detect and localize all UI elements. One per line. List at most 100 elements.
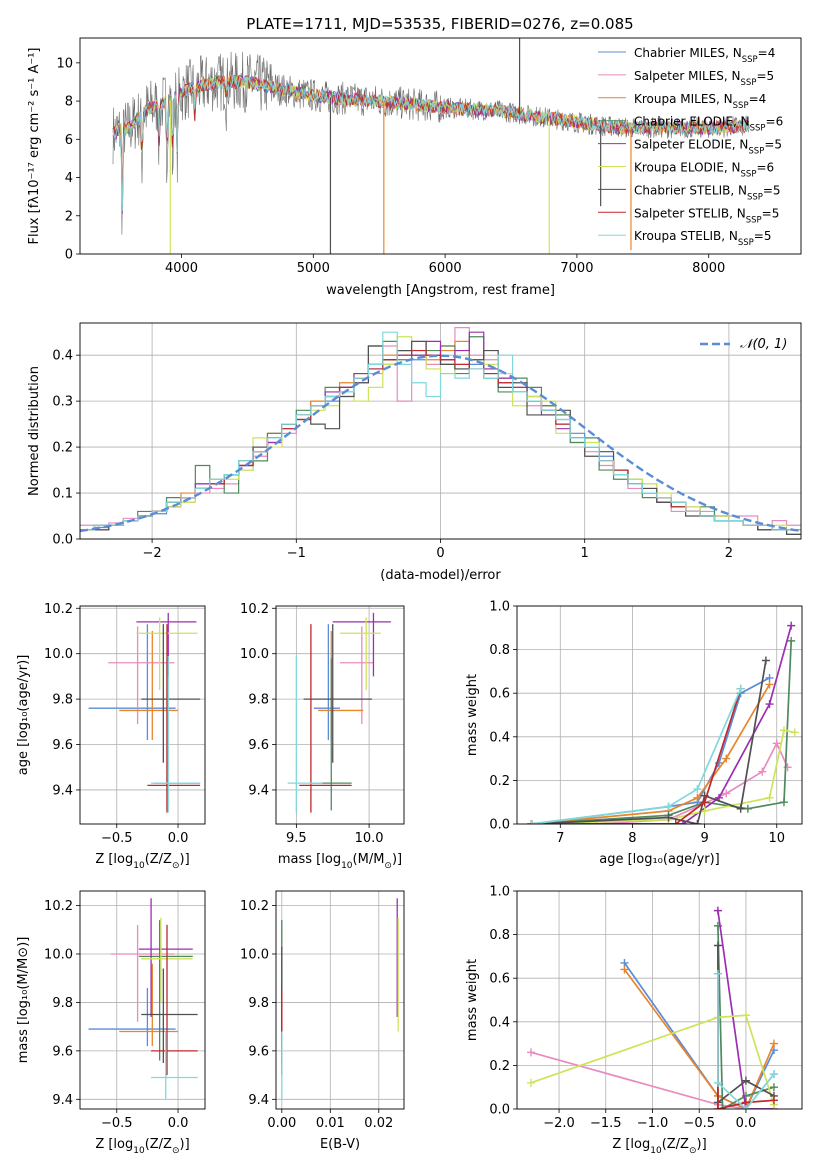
- weight-marker: [769, 1083, 778, 1092]
- legend-entry-tail: =5: [756, 69, 774, 83]
- x-tick-label: −0.5: [101, 1116, 133, 1131]
- x-tick-label: −1.5: [590, 1116, 622, 1131]
- y-tick-label: 10.2: [240, 602, 269, 617]
- axes-frame: [275, 605, 405, 825]
- x-axis-label-part: )]: [180, 852, 190, 867]
- weight-marker: [671, 820, 680, 824]
- x-tick-label: 0.0: [736, 1116, 757, 1131]
- weight-marker: [765, 680, 774, 689]
- y-tick-label: 9.6: [52, 1044, 73, 1059]
- weight-marker: [790, 728, 799, 737]
- legend-entry-sub: SSP: [750, 124, 766, 134]
- legend-entry: Kroupa MILES, NSSP=4: [634, 92, 766, 111]
- y-tick-label: 9.4: [248, 783, 269, 798]
- legend-entry-main: Kroupa MILES, N: [634, 92, 733, 106]
- y-tick-label: 9.6: [248, 1044, 269, 1059]
- x-axis-label: mass [log10(M/M⊙)]: [278, 852, 402, 871]
- gaussian-curve: [80, 354, 801, 533]
- weight-marker: [693, 785, 702, 794]
- legend-entry: Chabrier MILES, NSSP=4: [634, 46, 775, 65]
- x-axis-label-part: ⊙: [384, 861, 392, 871]
- x-axis-label-part: ⊙: [689, 1146, 697, 1156]
- y-tick-label: 0.2: [489, 1059, 510, 1074]
- weight-marker: [722, 789, 731, 798]
- weight-marker: [769, 1039, 778, 1048]
- legend-entry-main: Salpeter STELIB, N: [634, 206, 746, 220]
- y-tick-label: 0.3: [52, 395, 73, 410]
- y-tick-label: 9.6: [248, 738, 269, 753]
- legend-entry-main: Kroupa STELIB, N: [634, 229, 738, 243]
- axes-frame: [79, 322, 802, 540]
- weight-line-group: [527, 621, 799, 824]
- x-tick-label: 0.0: [168, 831, 189, 846]
- x-tick-label: −0.5: [683, 1116, 715, 1131]
- y-tick-label: 6: [65, 133, 73, 148]
- legend-entry-sub: SSP: [742, 55, 758, 65]
- weight-marker: [765, 700, 774, 709]
- errorbar-group: [88, 612, 201, 813]
- weight-line-5: [531, 729, 795, 824]
- weight-marker: [713, 1105, 722, 1109]
- legend-entry: Kroupa STELIB, NSSP=5: [634, 229, 772, 248]
- x-axis-label-part: mass [log: [278, 852, 341, 867]
- y-tick-label: 9.4: [52, 1093, 73, 1108]
- x-tick-label: −0.5: [101, 831, 133, 846]
- weight-line-0: [531, 677, 770, 824]
- axes-frame: [516, 605, 803, 825]
- y-tick-label: 10.0: [240, 947, 269, 962]
- y-tick-label: 4: [65, 171, 73, 186]
- weight-marker: [736, 804, 745, 813]
- y-tick-label: 0.8: [489, 928, 510, 943]
- weight-marker: [741, 1011, 750, 1020]
- x-axis-label: Z [log10(Z/Z⊙)]: [612, 1137, 706, 1156]
- y-tick-label: 9.4: [52, 783, 73, 798]
- legend-entry-sub: SSP: [748, 147, 764, 157]
- legend-entry-tail: =5: [754, 229, 772, 243]
- legend-entry-sub: SSP: [746, 215, 762, 225]
- residuals-panel: −2 −1 0 1 2 0.0 0.1 0.2 0.3 0.4 𝒩(0, 1) (data-model…: [27, 322, 802, 583]
- y-tick-label: 1.0: [489, 885, 510, 900]
- legend-entry-tail: =6: [766, 115, 784, 129]
- weight-line-8: [531, 688, 742, 824]
- errorbar-group: [88, 898, 198, 1100]
- legend-entry-sub: SSP: [747, 192, 763, 202]
- y-tick-label: 9.8: [248, 996, 269, 1011]
- histogram-group: [80, 326, 801, 536]
- legend-entry: Salpeter MILES, NSSP=5: [634, 69, 774, 88]
- y-tick-label: 10.0: [240, 647, 269, 662]
- x-axis-label-part: (M/M: [353, 852, 385, 867]
- y-tick-label: 0.4: [489, 1015, 510, 1030]
- weight-line-7: [531, 688, 742, 824]
- weight-vs-Z-panel: −2.0 −1.5 −1.0 −0.5 0.0 0.0 0.2 0.4 0.6 0.8 1.0 Z […: [465, 885, 803, 1156]
- legend-entry: Kroupa ELODIE, NSSP=6: [634, 161, 774, 180]
- x-tick-label: 0.00: [267, 1116, 296, 1131]
- y-axis-label: mass [log₁₀(M/M⊙)]: [16, 937, 31, 1064]
- weight-marker: [718, 1105, 727, 1109]
- weight-marker: [527, 820, 536, 824]
- x-axis-label: Z [log10(Z/Z⊙)]: [95, 1137, 189, 1156]
- axes-frame: [516, 890, 803, 1110]
- legend-entry-sub: SSP: [741, 78, 757, 88]
- x-tick-label: 4000: [165, 261, 198, 276]
- x-axis-label-part: 10: [650, 1146, 662, 1156]
- weight-marker: [779, 798, 788, 807]
- y-tick-label: 1.0: [489, 600, 510, 615]
- y-axis-label: Flux [fλ10⁻¹⁷ erg cm⁻² s⁻¹ A⁻¹]: [27, 48, 42, 245]
- x-tick-label: 0.01: [316, 1116, 345, 1131]
- y-tick-label: 9.6: [52, 738, 73, 753]
- x-tick-label: 0.02: [364, 1116, 393, 1131]
- y-tick-label: 10.2: [240, 899, 269, 914]
- weight-line-2: [623, 968, 775, 1109]
- legend-entry: Salpeter STELIB, NSSP=5: [634, 206, 779, 225]
- y-tick-label: 10.2: [44, 899, 73, 914]
- y-axis-label: Normed distribution: [27, 366, 42, 496]
- weight-marker: [736, 684, 745, 693]
- weight-marker: [787, 636, 796, 645]
- x-tick-label: 7000: [560, 261, 593, 276]
- weight-line-5: [530, 1014, 775, 1105]
- x-tick-label: 8: [628, 831, 636, 846]
- weight-marker: [758, 767, 767, 776]
- weight-marker: [527, 1048, 536, 1057]
- y-tick-label: 9.8: [52, 693, 73, 708]
- weight-marker: [779, 726, 788, 735]
